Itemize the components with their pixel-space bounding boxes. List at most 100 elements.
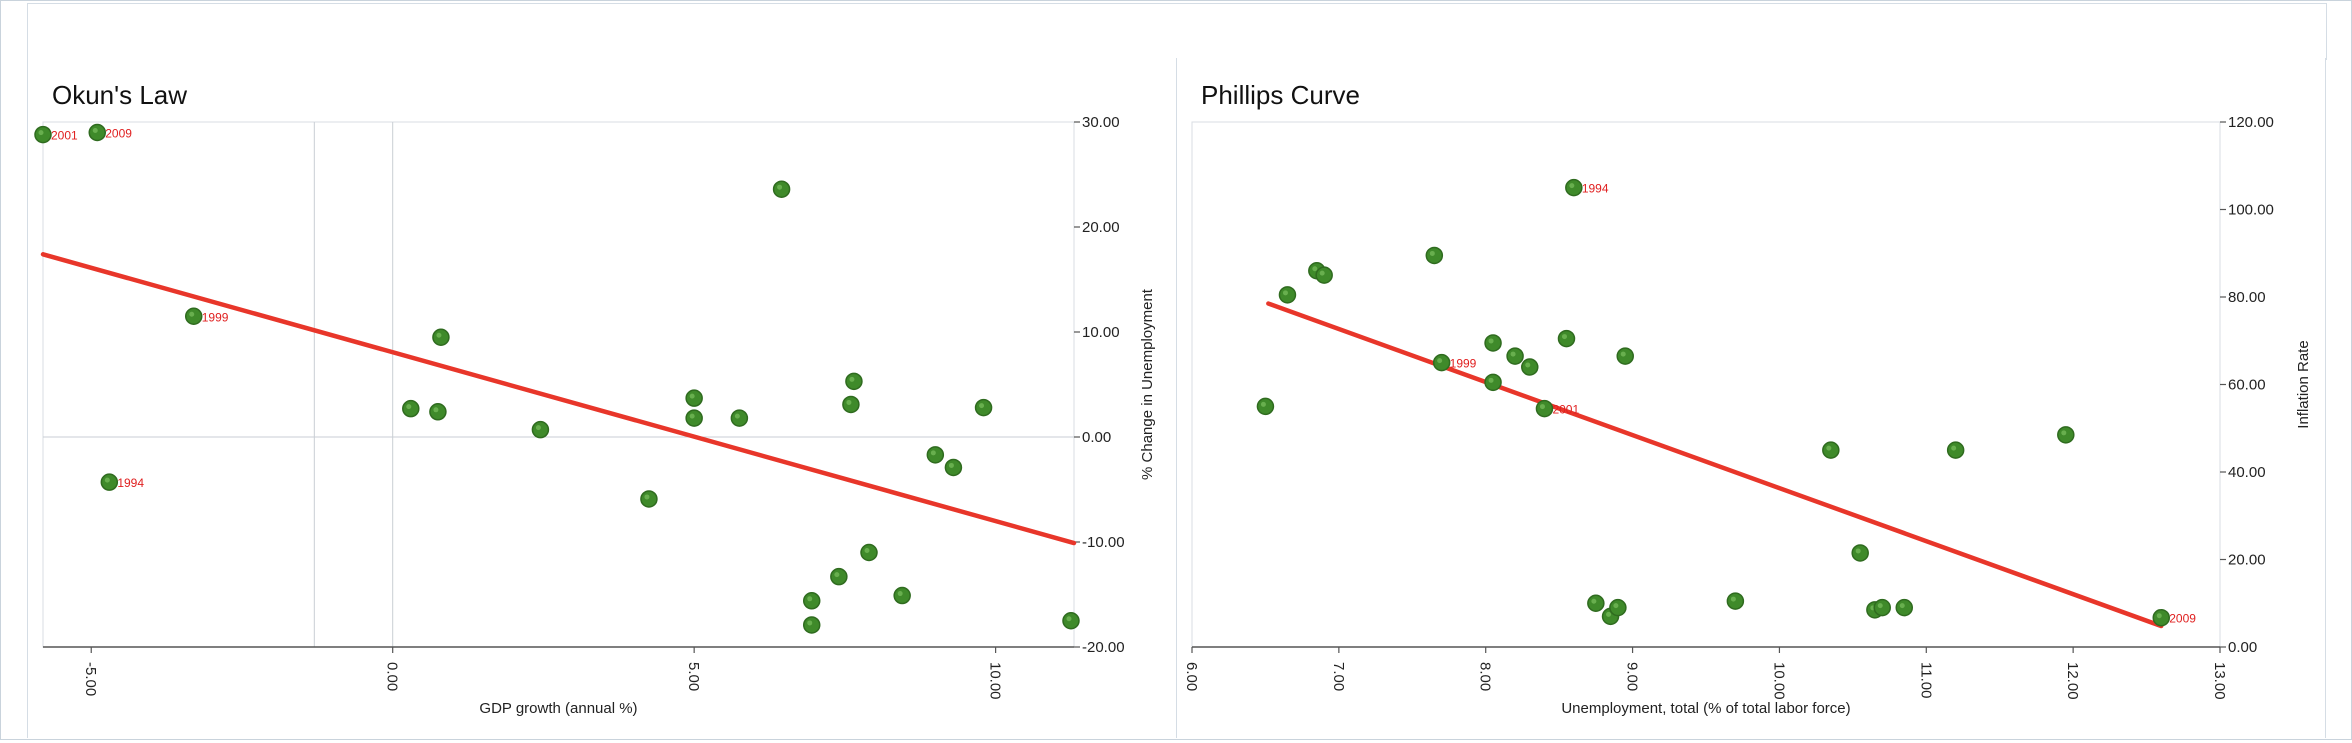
data-point [830,567,848,586]
data-point-highlight [1613,603,1619,609]
data-point-highlight [1855,548,1861,554]
data-point [2152,608,2171,627]
y-tick-label: 60.00 [2228,377,2266,394]
x-tick-label: 7.00 [1330,662,1347,691]
x-tick-label: 6.00 [1183,662,1200,691]
data-point [730,409,749,427]
data-point [2057,426,2075,444]
data-point-label: 1999 [1450,357,1477,371]
data-point [893,586,911,605]
x-tick-label: 11.00 [1917,662,1934,698]
data-point [1315,266,1333,284]
okun-chart-panel: Okun's Law -5.00 0.00 5.00 10.00 30.00 20.00 1… [27,58,1177,738]
data-point [1726,592,1745,610]
data-point [685,389,703,407]
data-point [1873,598,1891,617]
y-tick-label: 30.00 [1082,114,1120,131]
x-tick-label: 10.00 [1770,662,1787,700]
data-point-highlight [777,184,783,190]
data-point-highlight [689,413,695,419]
data-point [845,372,863,391]
x-tick-label: 5.00 [685,662,702,691]
data-point-highlight [1606,611,1612,617]
data-point-highlight [689,393,695,399]
phillips-scatter-chart: 6.00 7.00 8.00 9.00 10.00 11.00 12.00 13.000.00… [1183,114,2312,717]
data-point-label: 1994 [117,476,144,490]
data-point-highlight [1591,598,1597,604]
data-point [1278,286,1297,304]
y-tick-label: 0.00 [2228,639,2257,656]
data-point-highlight [1561,334,1567,340]
data-point-highlight [948,462,954,468]
y-tick-label: 10.00 [1082,324,1120,341]
data-point-highlight [1569,183,1575,189]
data-point-label: 2001 [51,129,78,143]
data-point-highlight [1282,290,1288,296]
data-point [432,328,450,346]
data-point [531,420,550,439]
data-point-highlight [979,403,985,409]
data-point-highlight [864,548,870,553]
data-point-highlight [1899,603,1905,609]
data-point-highlight [1539,404,1545,410]
data-point-highlight [38,130,44,136]
data-point [1062,612,1080,630]
data-point [34,125,52,144]
data-point-highlight [846,399,852,405]
data-point [926,446,945,464]
y-tick-label: 0.00 [1082,429,1111,446]
data-point [1851,544,1869,562]
data-point-highlight [1066,616,1072,622]
data-point [184,307,203,325]
data-point-highlight [1429,250,1435,256]
data-point-highlight [436,332,442,338]
data-point-label: 2001 [1552,403,1579,417]
data-point-highlight [1319,270,1325,276]
data-point-highlight [1510,351,1516,357]
data-point [88,123,107,142]
data-point [685,409,703,427]
data-point-highlight [1260,401,1266,407]
data-point [1506,347,1524,365]
data-point-highlight [1877,603,1883,609]
data-point-highlight [1525,362,1531,368]
x-tick-label: -5.00 [82,662,99,696]
data-point-label: 1999 [202,310,229,324]
data-point-highlight [189,311,195,317]
plot-area [42,121,1075,648]
data-point-highlight [104,477,110,483]
data-point [772,180,791,198]
data-point-highlight [734,413,740,419]
okun-scatter-chart: -5.00 0.00 5.00 10.00 30.00 20.00 10.00 0.00 -10… [34,114,1156,717]
phillips-chart-panel: Phillips Curve 6.00 7.00 8.00 9.00 10.00 11.0… [1176,58,2326,738]
data-point [1484,334,1502,352]
data-point-highlight [930,450,936,456]
data-point-highlight [2061,430,2067,436]
data-point-highlight [1951,445,1957,451]
data-point [1587,594,1605,612]
data-point-highlight [897,591,903,597]
dashboard-header-bar [27,3,2327,60]
data-point [944,458,963,477]
y-tick-label: 80.00 [2228,289,2266,306]
y-tick-label: 20.00 [2228,552,2266,569]
data-point [1432,353,1451,372]
y-axis-title: % Change in Unemployment [1139,288,1156,480]
data-point-highlight [433,407,439,413]
y-axis-title: Inflation Rate [2295,340,2312,428]
data-point [842,395,860,414]
data-point-label: 2009 [2169,612,2196,626]
trend-line [1266,301,2164,629]
y-tick-label: 120.00 [2228,114,2274,131]
data-point [402,399,420,418]
x-tick-label: 0.00 [384,662,401,691]
data-point-highlight [1312,266,1318,272]
x-tick-label: 12.00 [2064,662,2081,700]
data-point-highlight [1437,358,1443,364]
data-point [100,473,119,491]
x-tick-label: 10.00 [987,662,1004,700]
data-point-highlight [644,494,650,500]
y-tick-label: 40.00 [2228,464,2266,481]
y-tick-label: 100.00 [2228,202,2274,219]
x-tick-label: 13.00 [2211,662,2228,700]
